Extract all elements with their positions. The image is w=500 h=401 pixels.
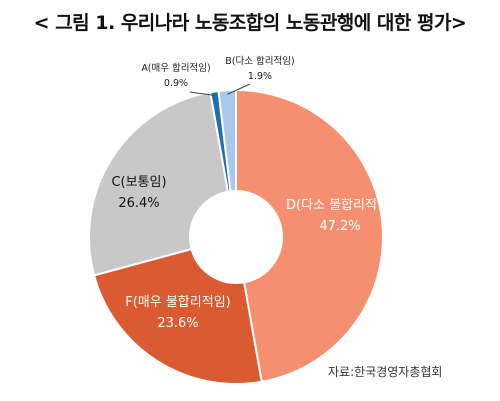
chart-title: < 그림 1. 우리나라 노동조합의 노동관행에 대한 평가> (33, 12, 467, 34)
slice-value-a: 0.9% (164, 78, 188, 89)
slice-value-b: 1.9% (248, 71, 272, 82)
leader-line-b (227, 83, 251, 95)
slice-b (217, 88, 237, 193)
slice-label-b: B(다소 합리적임) (225, 55, 294, 67)
slice-label-a: A(매우 합리적임) (141, 62, 210, 74)
slice-value-c: 26.4% (118, 196, 159, 211)
leader-line-a (189, 91, 216, 97)
slice-c (88, 91, 230, 277)
slice-label-d: D(다소 불합리적임) (286, 198, 394, 213)
slice-value-d: 47.2% (319, 219, 360, 234)
slice-value-f: 23.6% (157, 316, 198, 331)
slice-f (92, 247, 263, 385)
slice-label-f: F(매우 불합리적임) (125, 295, 230, 310)
slice-d (235, 88, 384, 383)
slice-label-c: C(보통임) (111, 175, 166, 190)
source-note: 자료:한국경영자총협회 (328, 365, 443, 379)
